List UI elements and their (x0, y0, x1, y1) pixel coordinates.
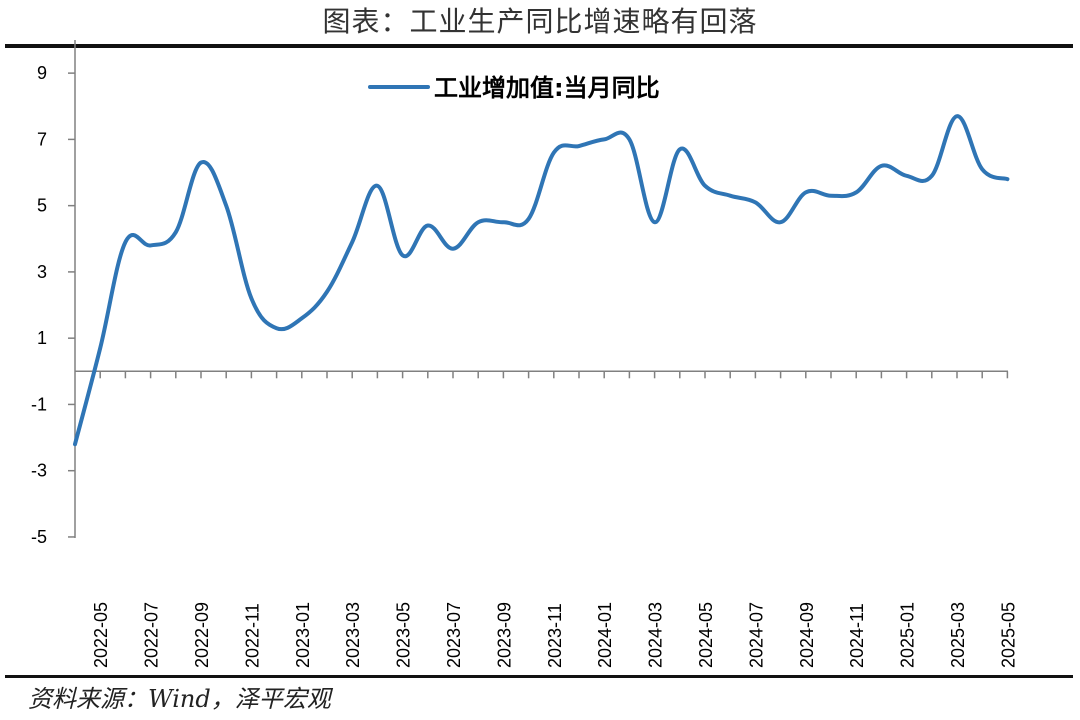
y-tick-label: 7 (37, 129, 47, 149)
x-tick-label: 2024-07 (746, 602, 766, 668)
x-tick-label: 2023-01 (293, 602, 313, 668)
x-tick-label: 2022-09 (192, 602, 212, 668)
x-tick-label: 2022-07 (142, 602, 162, 668)
y-tick-label: 3 (37, 262, 47, 282)
x-tick-label: 2024-11 (847, 603, 867, 668)
legend-label: 工业增加值:当月同比 (434, 74, 660, 102)
x-tick-label: 2023-03 (343, 602, 363, 668)
y-tick-label: -3 (31, 461, 47, 481)
x-tick-label: 2025-03 (948, 602, 968, 668)
x-tick-label: 2024-09 (797, 602, 817, 668)
series-layer (73, 114, 1010, 447)
series-line (73, 114, 1010, 447)
x-axis: 2022-05 2022-07 2022-09 2022-11 2023-01 2023-… (75, 370, 1018, 668)
y-tick-label: 5 (37, 196, 47, 216)
top-rule (5, 44, 1073, 48)
legend: 工业增加值:当月同比 (368, 74, 660, 102)
x-tick-label: 2024-03 (646, 602, 666, 668)
x-tick-label: 2025-05 (998, 602, 1018, 668)
x-tick-label: 2023-05 (394, 602, 414, 668)
bottom-rule (5, 675, 1073, 678)
x-tick-label: 2024-01 (595, 602, 615, 668)
x-tick-label: 2023-07 (444, 602, 464, 668)
x-tick-label: 2024-05 (696, 602, 716, 668)
y-tick-label: 9 (37, 63, 47, 83)
x-tick-label: 2022-05 (91, 602, 111, 668)
x-tick-label: 2023-11 (545, 603, 565, 668)
source-note: 资料来源：Wind，泽平宏观 (28, 685, 331, 713)
y-tick-label: 1 (37, 328, 47, 348)
y-axis: -5 -3 -1 1 3 5 7 9 (31, 40, 76, 547)
chart-title: 图表：工业生产同比增速略有回落 (322, 5, 758, 38)
x-tick-label: 2022-11 (242, 603, 262, 668)
x-tick-label: 2025-01 (898, 602, 918, 668)
x-tick-label: 2023-09 (494, 602, 514, 668)
y-tick-label: -1 (31, 394, 47, 414)
y-tick-label: -5 (31, 527, 47, 547)
